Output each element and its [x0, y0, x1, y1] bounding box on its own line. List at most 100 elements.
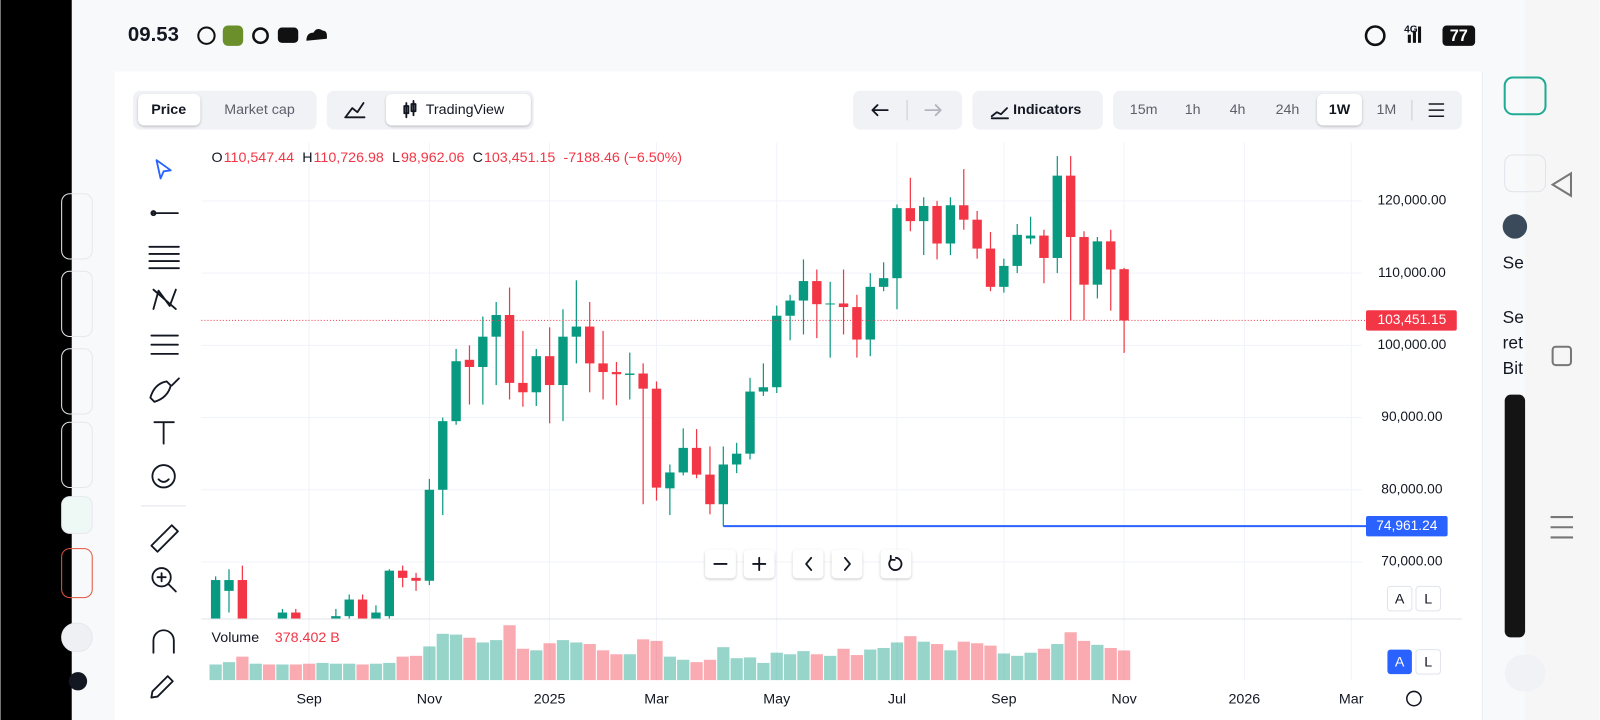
cursor-tool[interactable] [155, 159, 172, 180]
volume-bar [637, 639, 650, 681]
candle-body [1079, 237, 1089, 285]
scroll-right[interactable] [831, 549, 863, 579]
volume-bar [409, 655, 423, 681]
price-button[interactable] [138, 93, 201, 126]
volume-bar [570, 642, 583, 681]
volume-bar [276, 664, 289, 681]
android-nav [1550, 171, 1574, 539]
candle-body [1052, 175, 1062, 258]
candle-body [518, 382, 528, 393]
volume-bar [369, 663, 383, 681]
candle-body [852, 307, 862, 340]
volume-log-scale-button[interactable] [1415, 649, 1441, 675]
volume-bar [743, 657, 757, 681]
emoji-tool[interactable] [151, 464, 176, 489]
side-text: Se [1503, 253, 1524, 273]
projection-tool[interactable] [150, 334, 179, 355]
volume-bar [222, 662, 236, 681]
interval-button[interactable]: 15m [1130, 102, 1158, 118]
volume-bar [1011, 655, 1024, 681]
log-scale-button[interactable] [1415, 585, 1441, 612]
x-tick-label: Jul [888, 691, 906, 707]
interval-active-bg [1317, 93, 1362, 126]
interval-button[interactable]: 1M [1376, 102, 1396, 118]
tradingview-button[interactable] [385, 93, 531, 126]
nav-home[interactable] [1551, 345, 1573, 367]
fib-tool[interactable] [148, 245, 180, 270]
interval-button[interactable]: 24h [1276, 102, 1300, 118]
volume-bar [770, 652, 783, 681]
volume-bar [249, 663, 262, 681]
volume-auto-scale-button[interactable] [1387, 649, 1412, 675]
candle-body [1039, 235, 1049, 258]
undo-button[interactable] [871, 104, 889, 117]
volume-bar [1024, 652, 1037, 681]
interval-button[interactable]: 4h [1230, 102, 1246, 118]
scroll-left[interactable] [792, 549, 824, 579]
candle-body [451, 361, 461, 422]
volume-auto-scale-label: A [1395, 655, 1405, 671]
interval-button[interactable]: 1h [1185, 102, 1201, 118]
indicators-button[interactable] [972, 90, 1103, 130]
support-badge [1366, 515, 1448, 537]
y-tick-label: 110,000.00 [1378, 265, 1446, 280]
market-cap-button[interactable]: Market cap [224, 102, 295, 118]
volume-bar [930, 644, 944, 681]
volume-bar [650, 640, 663, 681]
status-battery: 77 [1450, 27, 1468, 45]
auto-scale-button[interactable] [1386, 585, 1413, 612]
volume-bar [1064, 632, 1077, 681]
candle-body [665, 472, 675, 489]
side-text: Se [1503, 307, 1524, 327]
candle-body [745, 391, 755, 454]
y-tick-label: 100,000.00 [1377, 337, 1446, 352]
nav-back[interactable] [1550, 171, 1573, 198]
settings-button[interactable] [1428, 103, 1445, 117]
pattern-tool[interactable] [152, 288, 177, 310]
ohlc-header: O110,547.44 H110,726.98 L98,962.06 C103,451… [212, 150, 683, 166]
ruler-tool[interactable] [150, 524, 179, 553]
candle-body [531, 356, 541, 393]
chart-card [114, 71, 1483, 720]
trend-line-tool[interactable] [150, 210, 179, 217]
volume-bar [1077, 640, 1091, 681]
candle-body [598, 363, 608, 373]
text-tool[interactable] [153, 421, 175, 445]
volume-bar [877, 647, 890, 681]
x-tick-label: Mar [1339, 691, 1364, 707]
volume-bar [423, 646, 436, 681]
candle-body [905, 208, 916, 222]
line-chart-button[interactable] [344, 102, 366, 119]
nav-recents[interactable] [1550, 516, 1574, 539]
volume-log-scale-label: L [1424, 655, 1432, 671]
candle-body [424, 489, 435, 581]
magnet-tool[interactable] [152, 629, 175, 654]
brush-tool[interactable] [149, 377, 180, 403]
candle-body [731, 453, 742, 465]
volume-bar [890, 642, 904, 681]
candle-body [878, 278, 889, 287]
chart-settings[interactable] [1406, 690, 1422, 707]
candle-body [1065, 175, 1076, 238]
volume-bar [703, 659, 717, 681]
candle-body [491, 315, 501, 337]
interval-button[interactable]: 1W [1329, 102, 1351, 118]
volume-bar [944, 650, 957, 681]
x-tick-label: Sep [296, 691, 321, 707]
redo-button[interactable] [924, 104, 942, 117]
volume-bar [556, 640, 570, 681]
zoom-tool[interactable] [151, 567, 172, 588]
lock-draw-tool[interactable] [150, 675, 174, 699]
reset-chart[interactable] [880, 549, 912, 579]
candle-body [972, 219, 982, 249]
volume-bar [864, 649, 877, 681]
candle-body [504, 315, 515, 383]
volume-bar [343, 663, 356, 681]
volume-bar [757, 662, 770, 681]
emoji-smile [157, 478, 170, 483]
candle-body [919, 205, 929, 222]
candle-body [277, 612, 288, 620]
ohlc-key: H [302, 150, 312, 166]
x-tick-label: Mar [644, 691, 669, 707]
